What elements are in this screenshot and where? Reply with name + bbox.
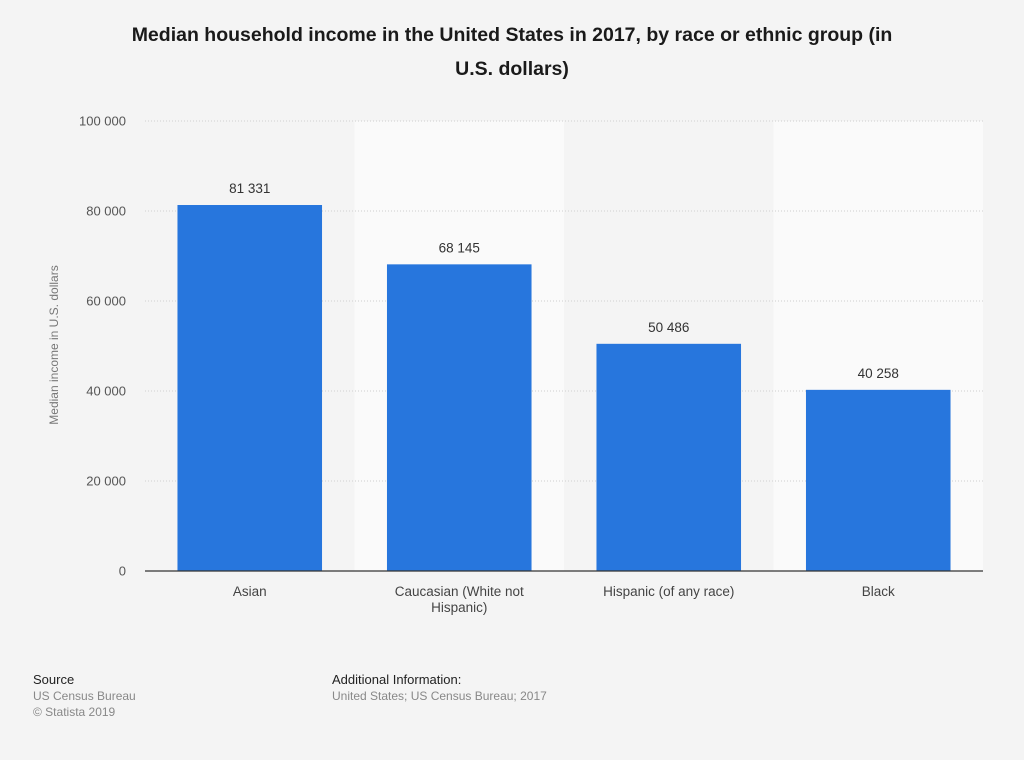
data-label: 68 145: [439, 240, 480, 255]
bars: [177, 205, 951, 571]
data-label: 81 331: [229, 181, 270, 196]
x-tick-label: Black: [862, 584, 895, 599]
source-line-1: US Census Bureau: [33, 689, 136, 703]
chart-title-line-2: U.S. dollars): [455, 58, 569, 80]
x-axis-ticks: Asian Caucasian (White not Hispanic) Hispan…: [233, 584, 895, 615]
y-axis-ticks: 0 20 000 40 000 60 000 80 000 100 000: [79, 114, 126, 579]
source-heading: Source: [33, 672, 75, 687]
data-label: 40 258: [858, 366, 899, 381]
data-labels: 81 331 68 145 50 486 40 258: [229, 181, 899, 381]
additional-info-block: Additional Information: United States; U…: [332, 672, 547, 704]
additional-info-text: United States; US Census Bureau; 2017: [332, 689, 547, 703]
additional-info-heading: Additional Information:: [332, 672, 462, 687]
bar: [386, 264, 532, 571]
bar: [177, 205, 323, 571]
y-tick-label: 60 000: [86, 294, 126, 309]
source-line-2: © Statista 2019: [33, 705, 116, 719]
x-tick-label: Hispanic (of any race): [603, 584, 734, 599]
y-tick-label: 0: [119, 564, 126, 579]
y-tick-label: 40 000: [86, 384, 126, 399]
x-tick-label: Asian: [233, 584, 267, 599]
chart-title: Median household income in the United St…: [60, 18, 964, 86]
y-tick-label: 100 000: [79, 114, 126, 129]
y-axis-title: Median income in U.S. dollars: [47, 265, 61, 424]
x-tick-label: Caucasian (White not Hispanic): [395, 584, 524, 615]
y-tick-label: 20 000: [86, 474, 126, 489]
data-label: 50 486: [648, 320, 689, 335]
source-block: Source US Census Bureau © Statista 2019: [33, 672, 136, 720]
bar: [596, 343, 742, 571]
y-tick-label: 80 000: [86, 204, 126, 219]
bar: [805, 389, 951, 571]
chart-title-line-1: Median household income in the United St…: [131, 24, 893, 46]
